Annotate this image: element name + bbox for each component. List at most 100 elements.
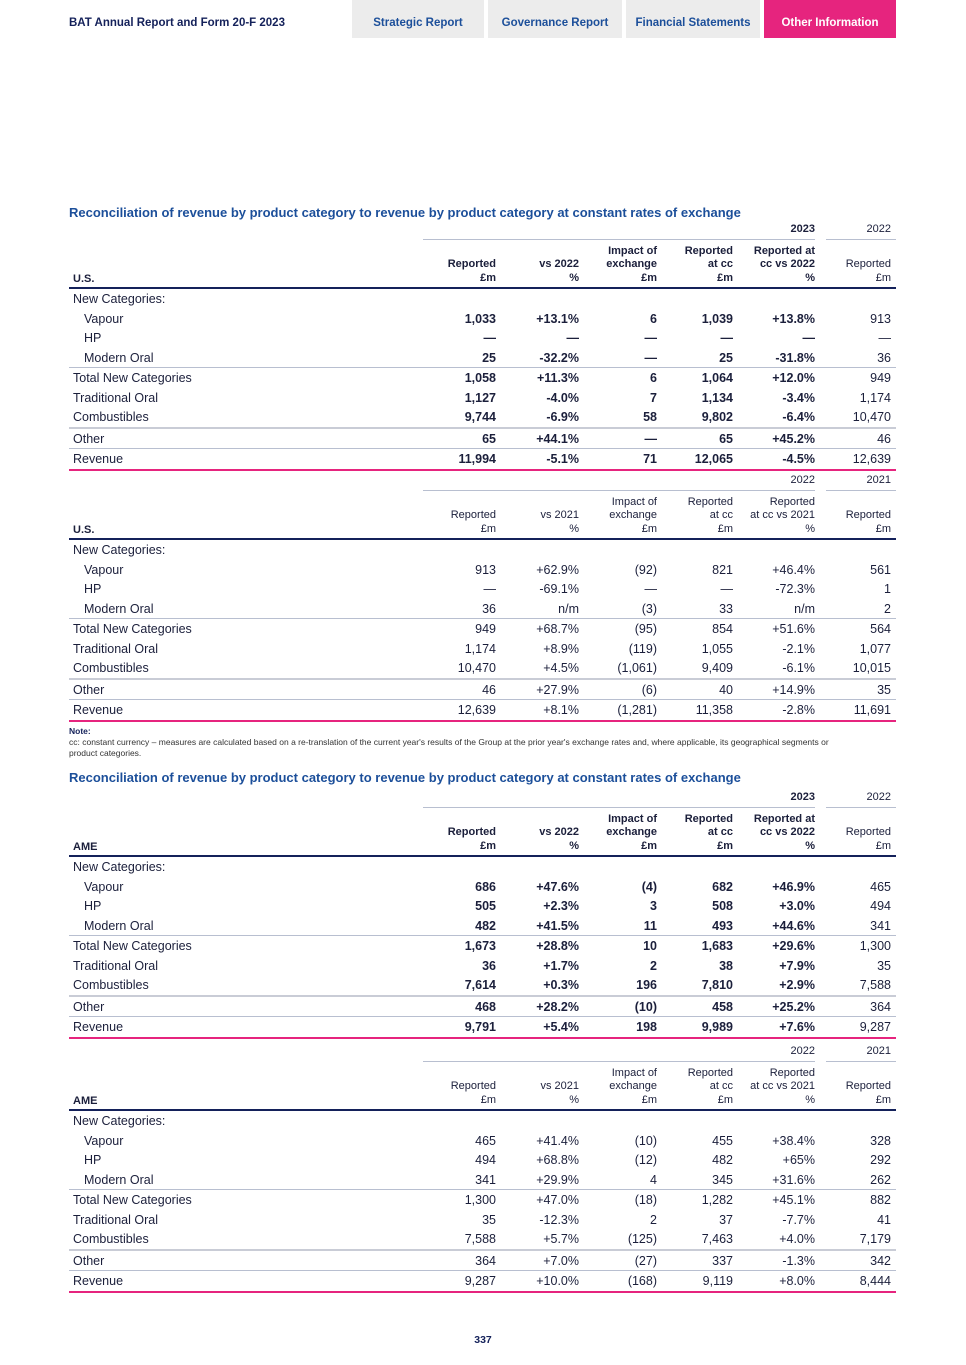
row-label: Other: [73, 999, 105, 1014]
cell-value: 8,444: [859, 1274, 891, 1288]
cell-value: 37: [719, 1212, 733, 1227]
cell-value: 493: [712, 918, 733, 933]
cell-value: 341: [870, 918, 891, 933]
row-label: Revenue: [73, 452, 124, 466]
cell-value: 455: [712, 1133, 733, 1148]
cell-value: 564: [870, 622, 891, 636]
cell-value: (10): [634, 999, 657, 1014]
cell-value: 482: [712, 1153, 733, 1167]
note: Note: cc: constant currency – measures a…: [69, 726, 849, 759]
column-header: Reported at cc vs 2021 %: [750, 495, 815, 535]
column-header: Reported £m: [845, 1080, 891, 1106]
year-prior: 2021: [866, 1045, 891, 1057]
row-label: Modern Oral: [84, 918, 154, 933]
year-current: 2023: [790, 791, 815, 803]
cell-value: 35: [482, 1212, 496, 1227]
table-row: Other 364 +7.0% (27) 337 -1.3% 342: [69, 1248, 896, 1271]
cell-value: +11.3%: [536, 371, 579, 385]
cell-value: 1,077: [859, 641, 891, 656]
ame-2023-table: 2023 2022 AME Reported £m vs 2022 % Impact …: [69, 789, 896, 1039]
cell-value: 482: [475, 918, 496, 933]
cell-value: +51.6%: [772, 622, 815, 636]
row-label: HP: [84, 899, 102, 913]
table-row: Traditional Oral 1,127 -4.0% 7 1,134 -3.4% 1,1…: [69, 388, 896, 408]
cell-value: 7,179: [859, 1232, 891, 1246]
table-row: Combustibles 7,614 +0.3% 196 7,810 +2.9% 7,588: [69, 975, 896, 995]
divider: [423, 239, 815, 240]
table-row: New Categories:: [69, 1111, 896, 1131]
cell-value: +13.1%: [536, 311, 579, 326]
cell-value: +7.0%: [543, 1253, 579, 1268]
cell-value: 35: [877, 682, 891, 697]
cell-value: 40: [719, 682, 733, 697]
cell-value: -6.1%: [782, 661, 815, 675]
cell-value: —: [644, 431, 658, 446]
cell-value: 341: [475, 1172, 496, 1187]
row-label: Traditional Oral: [73, 390, 158, 405]
cell-value: 36: [482, 958, 496, 973]
row-label: New Categories:: [73, 860, 166, 874]
year-row: 2023 2022: [69, 221, 896, 240]
cell-value: 949: [870, 371, 891, 385]
table-row: Vapour 465 +41.4% (10) 455 +38.4% 328: [69, 1131, 896, 1151]
table-row: Total New Categories 1,058 +11.3% 6 1,064 +12…: [69, 367, 896, 388]
note-text: cc: constant currency – measures are cal…: [69, 737, 829, 758]
cell-value: 1,300: [859, 939, 891, 953]
table-row: HP — -69.1% — — -72.3% 1: [69, 579, 896, 599]
cell-value: 2: [884, 601, 891, 616]
cell-value: +7.6%: [779, 1020, 815, 1034]
column-header: Impact of exchange £m: [606, 812, 657, 852]
cell-value: +46.9%: [772, 879, 815, 894]
cell-value: 9,287: [859, 1020, 891, 1034]
row-label: Vapour: [84, 1133, 124, 1148]
cell-value: 1,064: [701, 371, 733, 385]
cell-value: 3: [650, 899, 657, 913]
tab-governance-report[interactable]: Governance Report: [488, 0, 622, 38]
row-label: New Categories:: [73, 543, 166, 557]
cell-value: 364: [870, 999, 891, 1014]
divider: [423, 1061, 815, 1062]
table-row: Combustibles 9,744 -6.9% 58 9,802 -6.4% 10,470: [69, 407, 896, 427]
cell-value: 12,065: [694, 452, 733, 466]
cell-value: 682: [712, 879, 733, 894]
tab-other-information[interactable]: Other Information: [764, 0, 896, 38]
table-row: Vapour 1,033 +13.1% 6 1,039 +13.8% 913: [69, 309, 896, 329]
table-row: Other 468 +28.2% (10) 458 +25.2% 364: [69, 994, 896, 1017]
column-header: Reported at cc £m: [684, 244, 733, 284]
cell-value: 494: [475, 1153, 496, 1167]
year-row: 2022 2021: [69, 1043, 896, 1062]
column-header: Impact of exchange £m: [606, 244, 657, 284]
cell-value: 9,119: [702, 1274, 733, 1288]
cell-value: +31.6%: [772, 1172, 815, 1187]
cell-value: —: [566, 331, 580, 345]
column-header: Reported £m: [845, 258, 891, 284]
cell-value: +47.0%: [536, 1193, 579, 1207]
us-2022-table: 2022 2021 U.S. Reported £m vs 2021 % Impact…: [69, 472, 896, 722]
row-label: Other: [73, 431, 105, 446]
cell-value: —: [720, 582, 734, 596]
cell-value: +1.7%: [543, 958, 579, 973]
cell-value: (18): [634, 1193, 657, 1207]
tab-financial-statements[interactable]: Financial Statements: [626, 0, 760, 38]
table-row: Traditional Oral 36 +1.7% 2 38 +7.9% 35: [69, 956, 896, 976]
cell-value: 41: [877, 1212, 891, 1227]
document-title: BAT Annual Report and Form 20-F 2023: [69, 17, 285, 29]
cell-value: 35: [877, 958, 891, 973]
note-heading: Note:: [69, 726, 91, 736]
cell-value: +2.3%: [543, 899, 579, 913]
row-label: Combustibles: [73, 410, 149, 424]
row-label: New Categories:: [73, 1114, 166, 1128]
table-row: Traditional Oral 1,174 +8.9% (119) 1,055 -2.1…: [69, 639, 896, 659]
cell-value: 46: [482, 682, 496, 697]
cell-value: +2.9%: [779, 978, 815, 992]
row-label: Other: [73, 682, 105, 697]
column-header: Reported at cc £m: [684, 812, 733, 852]
column-header: Reported £m: [845, 826, 891, 852]
tab-strategic-report[interactable]: Strategic Report: [352, 0, 484, 38]
cell-value: 465: [475, 1133, 496, 1148]
cell-value: (3): [641, 601, 657, 616]
cell-value: +12.0%: [772, 371, 815, 385]
cell-value: +7.9%: [779, 958, 815, 973]
cell-value: 508: [712, 899, 733, 913]
column-header: Reported £m: [845, 509, 891, 535]
